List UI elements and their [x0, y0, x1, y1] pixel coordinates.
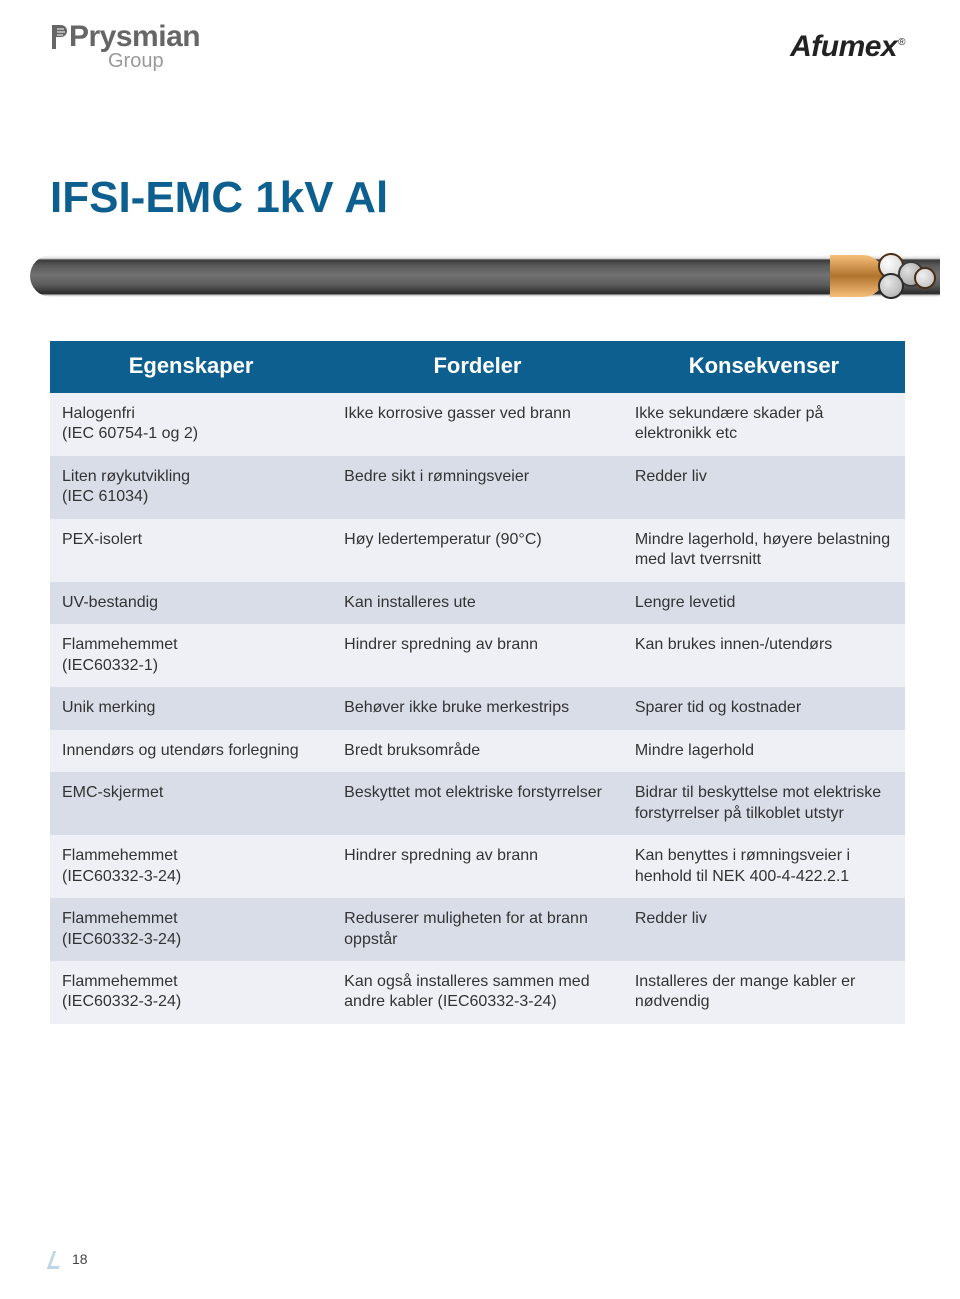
table-cell: Bredt bruksområde — [332, 730, 623, 772]
properties-table-wrap: Egenskaper Fordeler Konsekvenser Halogen… — [0, 341, 960, 1024]
table-cell: PEX-isolert — [50, 519, 332, 582]
table-row: Liten røykutvikling(IEC 61034)Bedre sikt… — [50, 456, 905, 519]
table-header-row: Egenskaper Fordeler Konsekvenser — [50, 341, 905, 393]
logo-prysmian-text: Prysmian — [69, 20, 200, 54]
table-cell: Bedre sikt i rømningsveier — [332, 456, 623, 519]
table-cell: Beskyttet mot elektriske forstyrrelser — [332, 772, 623, 835]
table-cell: Redder liv — [623, 456, 905, 519]
table-cell: Ikke korrosive gasser ved brann — [332, 393, 623, 456]
table-cell: Hindrer spredning av brann — [332, 624, 623, 687]
table-cell: EMC-skjermet — [50, 772, 332, 835]
page-corner-icon — [47, 1251, 66, 1269]
page-number: 18 — [72, 1251, 88, 1267]
table-cell: Hindrer spredning av brann — [332, 835, 623, 898]
table-body: Halogenfri(IEC 60754-1 og 2)Ikke korrosi… — [50, 393, 905, 1024]
table-cell: Flammehemmet(IEC60332-1) — [50, 624, 332, 687]
prysmian-mark-icon — [50, 23, 68, 51]
table-cell: Unik merking — [50, 687, 332, 729]
table-row: Innendørs og utendørs forlegningBredt br… — [50, 730, 905, 772]
table-cell: Kan brukes innen-/utendørs — [623, 624, 905, 687]
logo-prysmian: Prysmian Group — [50, 20, 200, 73]
cable-illustration — [0, 241, 960, 309]
table-cell: Kan også installeres sammen med andre ka… — [332, 961, 623, 1024]
table-cell: Innendørs og utendørs forlegning — [50, 730, 332, 772]
table-row: UV-bestandigKan installeres uteLengre le… — [50, 582, 905, 624]
logo-afumex: Afumex® — [790, 30, 905, 64]
table-cell: Installeres der mange kabler er nødvendi… — [623, 961, 905, 1024]
logo-prysmian-sub: Group — [108, 50, 164, 73]
cable-body-icon — [30, 255, 940, 297]
table-cell: Ikke sekundære skader på elektronikk etc — [623, 393, 905, 456]
cable-end-icon — [830, 249, 940, 303]
table-row: Flammehemmet(IEC60332-3-24)Kan også inst… — [50, 961, 905, 1024]
table-row: Flammehemmet(IEC60332-3-24)Hindrer spred… — [50, 835, 905, 898]
table-cell: Halogenfri(IEC 60754-1 og 2) — [50, 393, 332, 456]
col-header-fordeler: Fordeler — [332, 341, 623, 393]
table-cell: Høy ledertemperatur (90°C) — [332, 519, 623, 582]
table-cell: Lengre levetid — [623, 582, 905, 624]
table-cell: Behøver ikke bruke merkestrips — [332, 687, 623, 729]
table-cell: Mindre lagerhold, høyere belastning med … — [623, 519, 905, 582]
page-title-wrap: IFSI-EMC 1kV Al — [0, 83, 960, 241]
table-cell: Bidrar til beskyttelse mot elektriske fo… — [623, 772, 905, 835]
table-cell: Liten røykutvikling(IEC 61034) — [50, 456, 332, 519]
properties-table: Egenskaper Fordeler Konsekvenser Halogen… — [50, 341, 905, 1024]
table-cell: Redder liv — [623, 898, 905, 961]
table-row: PEX-isolertHøy ledertemperatur (90°C)Min… — [50, 519, 905, 582]
table-row: Flammehemmet(IEC60332-1)Hindrer sprednin… — [50, 624, 905, 687]
table-cell: Flammehemmet(IEC60332-3-24) — [50, 898, 332, 961]
table-row: EMC-skjermetBeskyttet mot elektriske for… — [50, 772, 905, 835]
table-cell: Reduserer muligheten for at brann oppstå… — [332, 898, 623, 961]
table-row: Unik merkingBehøver ikke bruke merkestri… — [50, 687, 905, 729]
registered-icon: ® — [898, 37, 905, 48]
table-cell: UV-bestandig — [50, 582, 332, 624]
table-cell: Flammehemmet(IEC60332-3-24) — [50, 835, 332, 898]
page-title: IFSI-EMC 1kV Al — [50, 173, 960, 223]
table-row: Flammehemmet(IEC60332-3-24)Reduserer mul… — [50, 898, 905, 961]
logo-afumex-text: Afumex — [790, 30, 897, 63]
table-cell: Sparer tid og kostnader — [623, 687, 905, 729]
table-cell: Kan benyttes i rømningsveier i henhold t… — [623, 835, 905, 898]
table-cell: Mindre lagerhold — [623, 730, 905, 772]
page-header: Prysmian Group Afumex® — [0, 0, 960, 83]
table-cell: Kan installeres ute — [332, 582, 623, 624]
col-header-egenskaper: Egenskaper — [50, 341, 332, 393]
table-row: Halogenfri(IEC 60754-1 og 2)Ikke korrosi… — [50, 393, 905, 456]
table-cell: Flammehemmet(IEC60332-3-24) — [50, 961, 332, 1024]
col-header-konsekvenser: Konsekvenser — [623, 341, 905, 393]
